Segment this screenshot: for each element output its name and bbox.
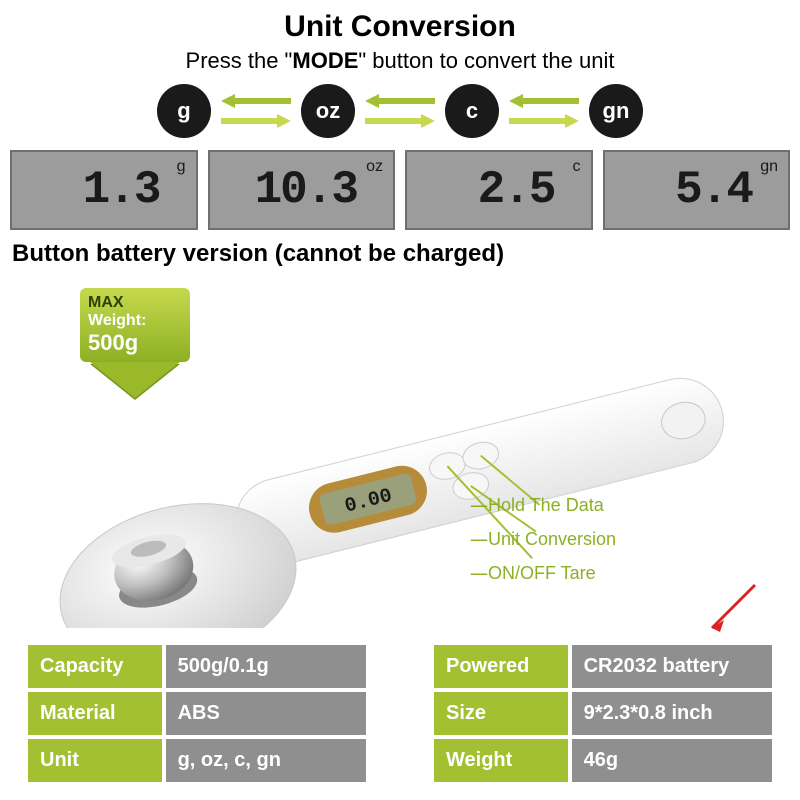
max-label-1: MAX <box>88 294 182 312</box>
convert-arrows-icon <box>365 92 435 130</box>
unit-pill: c <box>445 84 499 138</box>
lcd-display: 10.3 oz <box>208 150 396 230</box>
subtitle-pre: Press the " <box>186 48 293 73</box>
spec-key: Size <box>434 692 568 735</box>
product-area: MAX Weight: 500g <box>0 268 800 638</box>
lcd-value: 1.3 <box>83 164 160 216</box>
table-row: Size 9*2.3*0.8 inch <box>434 692 772 735</box>
spec-key: Unit <box>28 739 162 782</box>
lcd-display: 1.3 g <box>10 150 198 230</box>
spoon-scale-illustration: 0.00 <box>20 338 780 628</box>
lcd-display: 5.4 gn <box>603 150 791 230</box>
spec-val: CR2032 battery <box>572 645 772 688</box>
max-label-2: Weight: <box>88 312 182 330</box>
spec-key: Powered <box>434 645 568 688</box>
lcd-value: 5.4 <box>675 164 752 216</box>
spec-key: Material <box>28 692 162 735</box>
red-pointer-arrow-icon <box>700 580 760 640</box>
callout-label: Hold The Data <box>470 488 616 522</box>
subtitle: Press the "MODE" button to convert the u… <box>0 48 800 74</box>
spec-key: Capacity <box>28 645 162 688</box>
button-callouts: Hold The Data Unit Conversion ON/OFF Tar… <box>470 488 616 591</box>
callout-label: Unit Conversion <box>470 522 616 556</box>
spec-key: Weight <box>434 739 568 782</box>
unit-pill: gn <box>589 84 643 138</box>
table-row: Powered CR2032 battery <box>434 645 772 688</box>
table-row: Capacity 500g/0.1g <box>28 645 366 688</box>
spec-val: 9*2.3*0.8 inch <box>572 692 772 735</box>
spec-val: g, oz, c, gn <box>166 739 366 782</box>
callout-label: ON/OFF Tare <box>470 556 616 590</box>
convert-arrows-icon <box>221 92 291 130</box>
convert-arrows-icon <box>509 92 579 130</box>
spec-table-left: Capacity 500g/0.1g Material ABS Unit g, … <box>24 641 370 786</box>
table-row: Material ABS <box>28 692 366 735</box>
main-title: Unit Conversion <box>0 0 800 44</box>
unit-pill-row: g oz c gn <box>0 84 800 138</box>
lcd-display: 2.5 c <box>405 150 593 230</box>
table-row: Weight 46g <box>434 739 772 782</box>
spec-tables: Capacity 500g/0.1g Material ABS Unit g, … <box>0 641 800 786</box>
subtitle-mode: MODE <box>292 48 358 73</box>
unit-pill: g <box>157 84 211 138</box>
spec-val: 46g <box>572 739 772 782</box>
version-note: Button battery version (cannot be charge… <box>0 230 800 268</box>
subtitle-post: " button to convert the unit <box>358 48 614 73</box>
unit-pill: oz <box>301 84 355 138</box>
table-row: Unit g, oz, c, gn <box>28 739 366 782</box>
lcd-value: 2.5 <box>478 164 555 216</box>
lcd-unit: c <box>573 158 581 176</box>
spec-table-right: Powered CR2032 battery Size 9*2.3*0.8 in… <box>430 641 776 786</box>
lcd-unit: gn <box>760 158 778 176</box>
lcd-unit: oz <box>366 158 383 176</box>
spec-val: 500g/0.1g <box>166 645 366 688</box>
lcd-unit: g <box>177 158 186 176</box>
lcd-row: 1.3 g 10.3 oz 2.5 c 5.4 gn <box>0 138 800 230</box>
spec-val: ABS <box>166 692 366 735</box>
lcd-value: 10.3 <box>255 164 357 216</box>
